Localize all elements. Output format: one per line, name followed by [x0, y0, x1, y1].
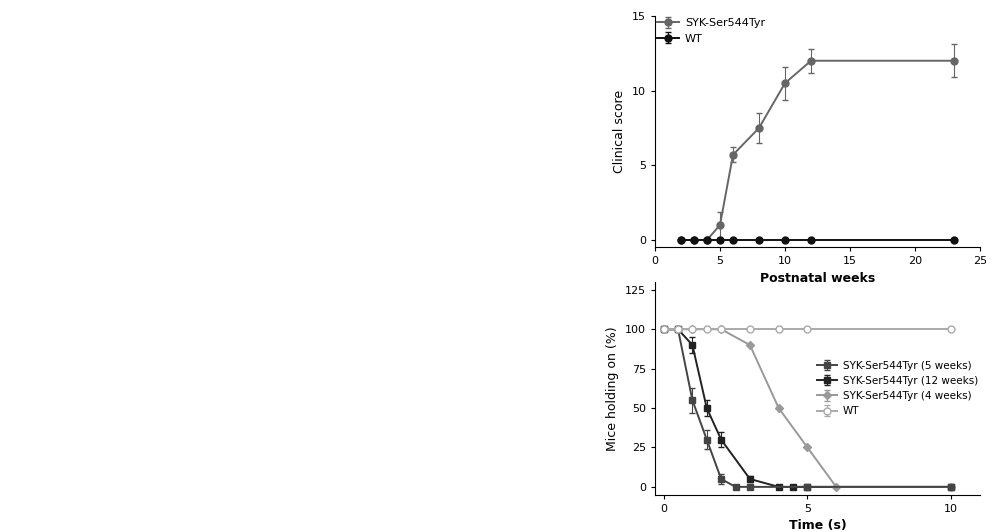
- Y-axis label: Mice holding on (%): Mice holding on (%): [606, 326, 619, 451]
- Legend: SYK-Ser544Tyr, WT: SYK-Ser544Tyr, WT: [657, 18, 765, 44]
- X-axis label: Time (s): Time (s): [789, 519, 846, 532]
- X-axis label: Postnatal weeks: Postnatal weeks: [760, 272, 875, 285]
- Legend: SYK-Ser544Tyr (5 weeks), SYK-Ser544Tyr (12 weeks), SYK-Ser544Tyr (4 weeks), WT: SYK-Ser544Tyr (5 weeks), SYK-Ser544Tyr (…: [817, 361, 978, 416]
- Y-axis label: Clinical score: Clinical score: [613, 90, 626, 173]
